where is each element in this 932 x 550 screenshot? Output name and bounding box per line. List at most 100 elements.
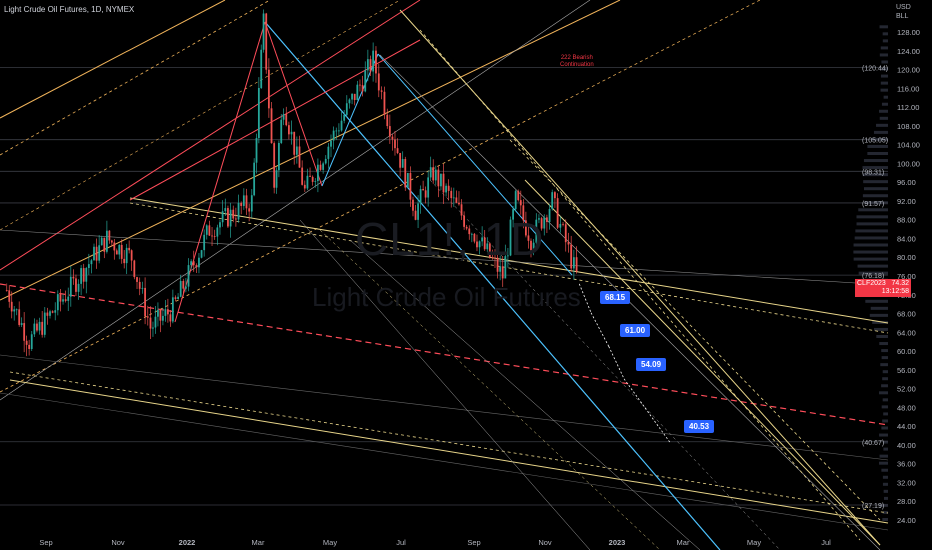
candle-body [304,185,306,189]
candle-body [367,59,369,70]
candle-body [386,115,388,126]
candle-body [67,297,69,301]
candle-body [28,345,30,349]
candle-body [214,236,216,237]
candle-body [384,92,386,115]
candle-body [554,192,556,198]
level-label: (91.57) [862,201,884,208]
level-label: (105.05) [862,138,888,145]
volume-profile-bar [881,75,888,78]
candle-body [113,242,115,250]
volume-profile-bar [882,103,888,106]
candle-body [573,257,575,268]
candle-body [118,245,120,255]
candle-body [52,311,54,312]
candle-body [404,159,406,187]
y-tick-label: 124.00 [897,47,920,56]
candle-body [54,310,56,312]
volume-profile-bar [867,152,888,155]
x-tick-label: Nov [538,538,552,547]
candle-body [557,198,559,228]
candle-body [378,73,380,90]
target-label-2[interactable]: 61.00 [620,324,650,337]
volume-profile-bar [884,96,888,99]
volume-profile-bar [880,455,888,458]
y-tick-label: 88.00 [897,216,916,225]
y-tick-label: 100.00 [897,159,920,168]
candle-body [399,153,401,168]
candle-body [288,125,290,134]
candle-body [208,225,210,235]
candle-body [123,259,125,263]
level-label: (120.44) [862,65,888,72]
volume-profile-bar [858,208,888,211]
volume-profile-bar [883,370,888,373]
candle-body [312,177,314,182]
volume-profile-bar [882,405,888,408]
candle-body [440,174,442,187]
candle-body [65,299,67,301]
channel-line [320,230,660,550]
candle-body [144,288,146,316]
candle-body [31,334,33,349]
candle-body [559,224,561,228]
candle-body [18,309,20,325]
volume-profile-bar [882,356,888,359]
projection-path [609,346,624,378]
candle-body [246,195,248,208]
channel-line [0,0,225,118]
candle-body [177,297,179,299]
candle-body [349,100,351,104]
volume-profile-bar [881,61,888,64]
y-tick-label: 36.00 [897,460,916,469]
candle-body [248,208,250,211]
x-tick-label: Sep [39,538,52,547]
x-tick-label: Nov [111,538,125,547]
candle-body [273,143,275,188]
volume-profile-bar [880,53,888,56]
candle-body [49,311,51,316]
candle-body [190,261,192,265]
y-tick-label: 28.00 [897,497,916,506]
volume-profile-bar [864,187,888,190]
target-label-4[interactable]: 40.53 [684,420,714,433]
y-tick-label: 128.00 [897,28,920,37]
target-label-3[interactable]: 54.09 [636,358,666,371]
volume-profile-bar [884,490,888,493]
y-tick-label: 48.00 [897,403,916,412]
candle-body [338,130,340,131]
volume-profile-bar [880,363,888,366]
candle-body [335,131,337,132]
candle-body [372,51,374,72]
volume-profile-bar [870,314,888,317]
candle-body [435,170,437,181]
candle-body [325,159,327,163]
pattern-annotation: 222 Bearish Continuation [560,55,594,69]
volume-profile-bar [881,384,888,387]
projection-path [579,284,591,313]
candle-body [448,186,450,191]
target-label-1[interactable]: 68.15 [600,291,630,304]
candle-body [160,310,162,321]
candle-body [271,108,273,143]
y-tick-label: 92.00 [897,197,916,206]
candle-body [139,282,141,289]
candle-body [256,138,258,163]
candle-body [16,309,18,310]
candle-body [142,288,144,289]
candle-body [128,248,130,250]
volume-profile-bar [883,398,888,401]
channel-line [0,0,400,230]
y-tick-label: 112.00 [897,103,919,112]
candle-body [169,314,171,321]
candle-body [453,197,455,198]
candle-body [576,257,578,271]
x-tick-label: May [747,538,761,547]
volume-profile-bar [867,145,888,148]
volume-profile-bar [881,427,888,430]
x-tick-label: Mar [252,538,265,547]
candle-body [291,132,293,135]
y-tick-label: 60.00 [897,347,916,356]
volume-profile-bar [881,469,888,472]
